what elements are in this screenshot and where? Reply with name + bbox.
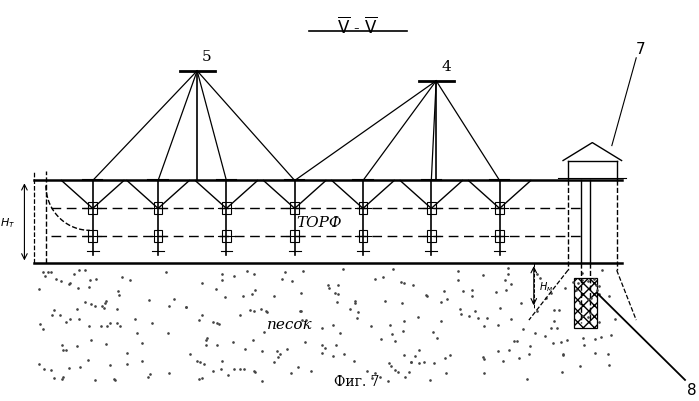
Bar <box>88 203 97 215</box>
Text: ТОРФ: ТОРФ <box>296 215 342 229</box>
Text: песок: песок <box>267 317 312 331</box>
Text: $H_м$: $H_м$ <box>539 279 553 293</box>
Bar <box>359 203 368 215</box>
Text: 5: 5 <box>202 50 212 64</box>
Text: 4: 4 <box>441 60 451 74</box>
Bar <box>495 203 504 215</box>
Bar <box>154 203 162 215</box>
Bar <box>290 203 299 215</box>
Text: Фиг. 7: Фиг. 7 <box>334 374 380 388</box>
Bar <box>154 231 162 243</box>
Bar <box>222 231 231 243</box>
Bar <box>359 231 368 243</box>
Bar <box>88 231 97 243</box>
Text: 7: 7 <box>636 42 646 57</box>
Bar <box>427 203 435 215</box>
Bar <box>290 231 299 243</box>
Bar <box>574 279 597 328</box>
Text: $\overline{\mathrm{V}}$ - $\overline{\mathrm{V}}$: $\overline{\mathrm{V}}$ - $\overline{\ma… <box>337 17 377 38</box>
Text: $H_т$: $H_т$ <box>0 215 15 229</box>
Bar <box>495 231 504 243</box>
Bar <box>222 203 231 215</box>
Text: 8: 8 <box>687 382 697 397</box>
Bar <box>427 231 435 243</box>
